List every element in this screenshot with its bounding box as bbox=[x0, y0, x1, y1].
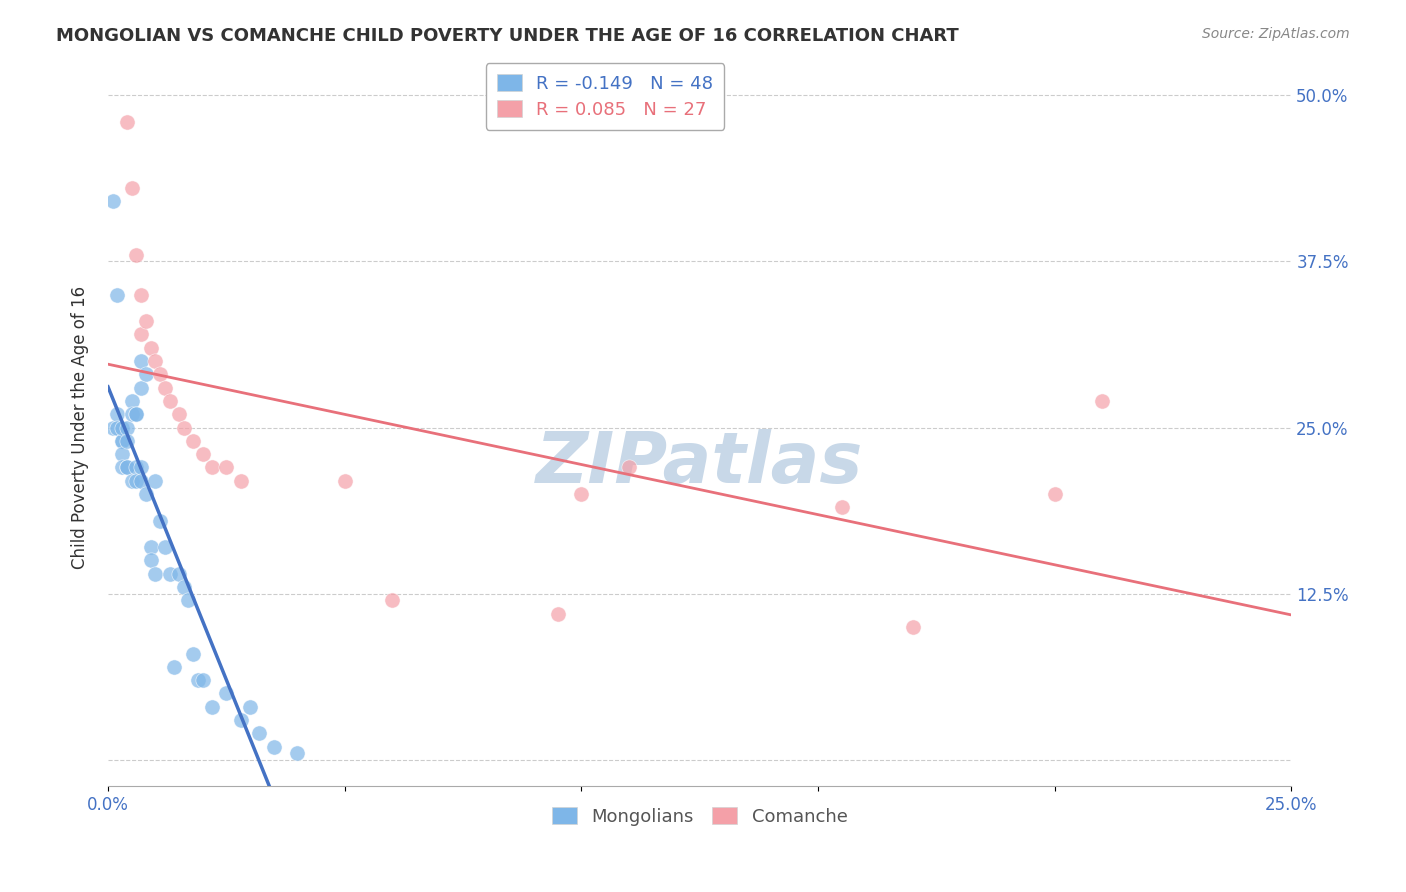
Point bbox=[159, 566, 181, 581]
Point bbox=[1091, 393, 1114, 408]
Point bbox=[153, 381, 176, 395]
Point bbox=[143, 566, 166, 581]
Point bbox=[111, 420, 134, 434]
Point bbox=[125, 407, 148, 421]
Point bbox=[129, 287, 152, 301]
Point bbox=[135, 368, 157, 382]
Point bbox=[111, 434, 134, 448]
Point bbox=[125, 247, 148, 261]
Point bbox=[215, 686, 238, 700]
Point bbox=[121, 393, 143, 408]
Point bbox=[167, 407, 190, 421]
Point bbox=[115, 460, 138, 475]
Point bbox=[129, 381, 152, 395]
Point bbox=[139, 540, 162, 554]
Point bbox=[101, 420, 124, 434]
Point bbox=[107, 420, 129, 434]
Point bbox=[107, 407, 129, 421]
Point bbox=[143, 354, 166, 368]
Point bbox=[111, 434, 134, 448]
Point bbox=[569, 487, 592, 501]
Point bbox=[901, 620, 924, 634]
Point bbox=[333, 474, 356, 488]
Point bbox=[1043, 487, 1066, 501]
Point bbox=[135, 487, 157, 501]
Point bbox=[101, 194, 124, 209]
Point bbox=[229, 474, 252, 488]
Point bbox=[129, 354, 152, 368]
Point bbox=[121, 181, 143, 195]
Text: ZIPatlas: ZIPatlas bbox=[536, 429, 863, 498]
Point bbox=[191, 673, 214, 687]
Point bbox=[381, 593, 404, 607]
Point bbox=[167, 566, 190, 581]
Point bbox=[215, 460, 238, 475]
Point bbox=[139, 341, 162, 355]
Point bbox=[201, 699, 224, 714]
Point bbox=[149, 368, 172, 382]
Text: Source: ZipAtlas.com: Source: ZipAtlas.com bbox=[1202, 27, 1350, 41]
Point bbox=[135, 314, 157, 328]
Point bbox=[125, 474, 148, 488]
Point bbox=[153, 540, 176, 554]
Point bbox=[115, 434, 138, 448]
Point bbox=[121, 474, 143, 488]
Point bbox=[139, 553, 162, 567]
Point bbox=[111, 460, 134, 475]
Point bbox=[107, 287, 129, 301]
Point bbox=[115, 114, 138, 128]
Point bbox=[263, 739, 285, 754]
Point bbox=[121, 407, 143, 421]
Point bbox=[149, 514, 172, 528]
Point bbox=[163, 660, 186, 674]
Point bbox=[159, 393, 181, 408]
Point bbox=[129, 460, 152, 475]
Point bbox=[617, 460, 640, 475]
Point bbox=[129, 474, 152, 488]
Point bbox=[187, 673, 209, 687]
Point bbox=[125, 407, 148, 421]
Point bbox=[229, 713, 252, 727]
Point bbox=[115, 420, 138, 434]
Point bbox=[181, 647, 204, 661]
Point bbox=[173, 580, 195, 594]
Point bbox=[143, 474, 166, 488]
Point bbox=[249, 726, 271, 740]
Point bbox=[831, 500, 853, 515]
Point bbox=[177, 593, 200, 607]
Point bbox=[111, 447, 134, 461]
Point bbox=[129, 327, 152, 342]
Point bbox=[285, 746, 308, 760]
Y-axis label: Child Poverty Under the Age of 16: Child Poverty Under the Age of 16 bbox=[72, 286, 89, 569]
Legend: Mongolians, Comanche: Mongolians, Comanche bbox=[543, 798, 856, 835]
Point bbox=[125, 460, 148, 475]
Point bbox=[547, 607, 569, 621]
Point bbox=[181, 434, 204, 448]
Point bbox=[191, 447, 214, 461]
Point bbox=[115, 460, 138, 475]
Text: MONGOLIAN VS COMANCHE CHILD POVERTY UNDER THE AGE OF 16 CORRELATION CHART: MONGOLIAN VS COMANCHE CHILD POVERTY UNDE… bbox=[56, 27, 959, 45]
Point bbox=[201, 460, 224, 475]
Point bbox=[239, 699, 262, 714]
Point bbox=[173, 420, 195, 434]
